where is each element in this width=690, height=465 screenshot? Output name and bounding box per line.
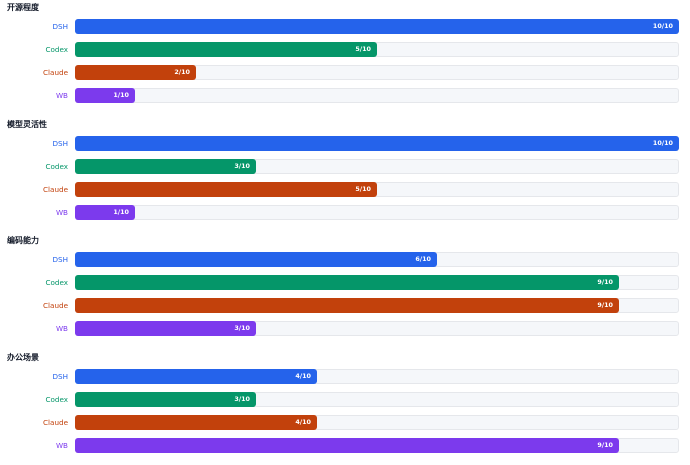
bar-value-label: 4/10	[295, 372, 311, 380]
bar-row: WB 9/10	[0, 438, 690, 453]
bar: 3/10	[75, 392, 256, 407]
bar: 5/10	[75, 42, 377, 57]
bar-row: DSH 10/10	[0, 136, 690, 151]
bar-value-label: 1/10	[113, 91, 129, 99]
bar: 4/10	[75, 415, 317, 430]
bar-row: Codex 3/10	[0, 159, 690, 174]
group-title: 模型灵活性	[7, 120, 47, 129]
bar-value-label: 6/10	[415, 255, 431, 263]
bar: 9/10	[75, 298, 619, 313]
group-title: 办公场景	[7, 353, 39, 362]
series-label: Claude	[43, 418, 68, 427]
bar: 5/10	[75, 182, 377, 197]
bar-value-label: 9/10	[597, 301, 613, 309]
bar: 10/10	[75, 19, 679, 34]
bar: 9/10	[75, 438, 619, 453]
series-label: DSH	[52, 255, 68, 264]
chart-group: 开源程度 DSH 10/10 Codex 5/10 Claude 2/10 WB 1/10	[0, 0, 690, 115]
bar-value-label: 3/10	[234, 162, 250, 170]
series-label: Claude	[43, 185, 68, 194]
series-label: DSH	[52, 372, 68, 381]
series-label: WB	[55, 441, 68, 450]
bar-track	[75, 205, 679, 220]
bar: 3/10	[75, 159, 256, 174]
bar-value-label: 3/10	[234, 324, 250, 332]
bar-row: WB 1/10	[0, 88, 690, 103]
series-label: Claude	[43, 301, 68, 310]
series-label: DSH	[52, 139, 68, 148]
bar: 4/10	[75, 369, 317, 384]
series-label: Claude	[43, 68, 68, 77]
series-label: Codex	[45, 162, 68, 171]
bar: 1/10	[75, 205, 135, 220]
bar: 6/10	[75, 252, 437, 267]
series-label: DSH	[52, 22, 68, 31]
bar-value-label: 10/10	[652, 139, 673, 147]
bar: 9/10	[75, 275, 619, 290]
bar-value-label: 9/10	[597, 441, 613, 449]
bar-row: Codex 3/10	[0, 392, 690, 407]
bar-row: Claude 4/10	[0, 415, 690, 430]
bar: 1/10	[75, 88, 135, 103]
bar-row: Claude 5/10	[0, 182, 690, 197]
bar-value-label: 5/10	[355, 185, 371, 193]
bar-track	[75, 88, 679, 103]
bar-value-label: 5/10	[355, 45, 371, 53]
series-label: WB	[55, 324, 68, 333]
bar-row: Claude 2/10	[0, 65, 690, 80]
bar: 2/10	[75, 65, 196, 80]
group-title: 开源程度	[7, 3, 39, 12]
bar-value-label: 1/10	[113, 208, 129, 216]
bar-row: Codex 9/10	[0, 275, 690, 290]
chart-group: 模型灵活性 DSH 10/10 Codex 3/10 Claude 5/10 WB 1/10	[0, 117, 690, 232]
bar-row: DSH 4/10	[0, 369, 690, 384]
bar-row: DSH 10/10	[0, 19, 690, 34]
group-title: 编码能力	[7, 236, 39, 245]
bar-row: Codex 5/10	[0, 42, 690, 57]
series-label: Codex	[45, 278, 68, 287]
chart-group: 办公场景 DSH 4/10 Codex 3/10 Claude 4/10 WB 9/10	[0, 350, 690, 465]
bar-value-label: 2/10	[174, 68, 190, 76]
bar-row: Claude 9/10	[0, 298, 690, 313]
series-label: WB	[55, 91, 68, 100]
bar-row: DSH 6/10	[0, 252, 690, 267]
bar-value-label: 4/10	[295, 418, 311, 426]
series-label: WB	[55, 208, 68, 217]
bar: 10/10	[75, 136, 679, 151]
bar-value-label: 9/10	[597, 278, 613, 286]
series-label: Codex	[45, 395, 68, 404]
bar: 3/10	[75, 321, 256, 336]
chart-group: 编码能力 DSH 6/10 Codex 9/10 Claude 9/10 WB 3/10	[0, 233, 690, 348]
series-label: Codex	[45, 45, 68, 54]
bar-value-label: 3/10	[234, 395, 250, 403]
bar-row: WB 3/10	[0, 321, 690, 336]
bar-row: WB 1/10	[0, 205, 690, 220]
bar-value-label: 10/10	[652, 22, 673, 30]
